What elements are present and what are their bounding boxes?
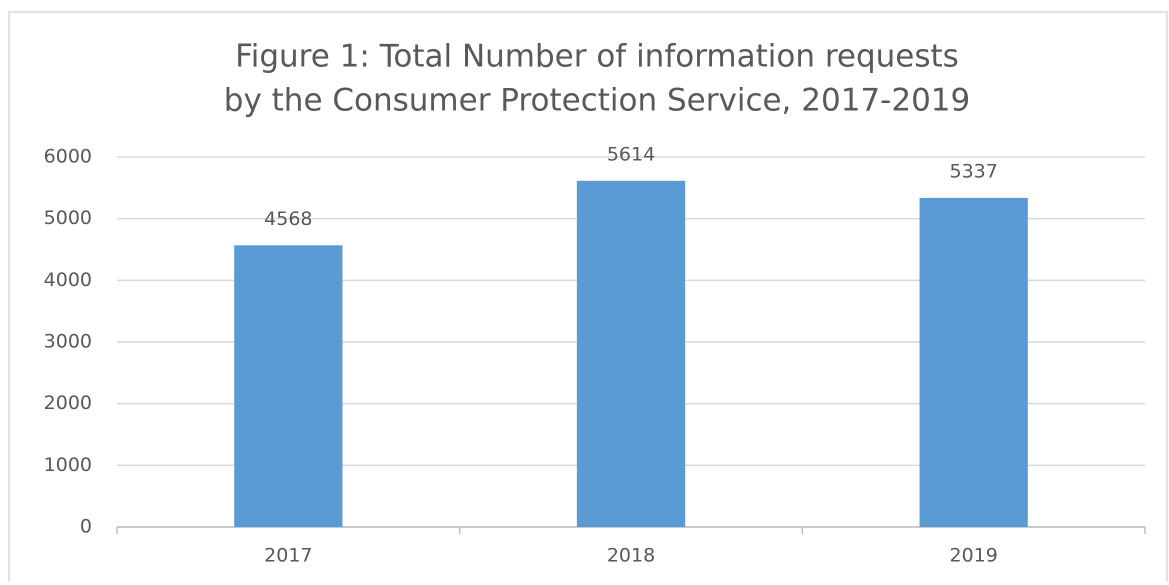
- y-tick-label: 5000: [44, 207, 92, 229]
- chart-title: by the Consumer Protection Service, 2017…: [224, 83, 970, 119]
- y-tick-label: 1000: [44, 454, 92, 476]
- x-tick-label: 2018: [607, 545, 655, 567]
- chart-border: [8, 11, 1168, 585]
- x-tick-label: 2017: [264, 545, 312, 567]
- x-tick-label: 2019: [949, 545, 997, 567]
- y-tick-label: 0: [80, 516, 92, 538]
- data-label: 4568: [264, 208, 312, 230]
- y-tick-label: 3000: [44, 331, 92, 353]
- y-tick-label: 2000: [44, 392, 92, 414]
- y-tick-label: 4000: [44, 269, 92, 291]
- chart-title: Figure 1: Total Number of information re…: [235, 39, 959, 75]
- bar: [234, 245, 343, 527]
- bar: [919, 197, 1028, 527]
- bar: [576, 180, 686, 527]
- data-label: 5614: [607, 143, 655, 165]
- data-label: 5337: [949, 160, 997, 182]
- y-tick-label: 6000: [44, 146, 92, 168]
